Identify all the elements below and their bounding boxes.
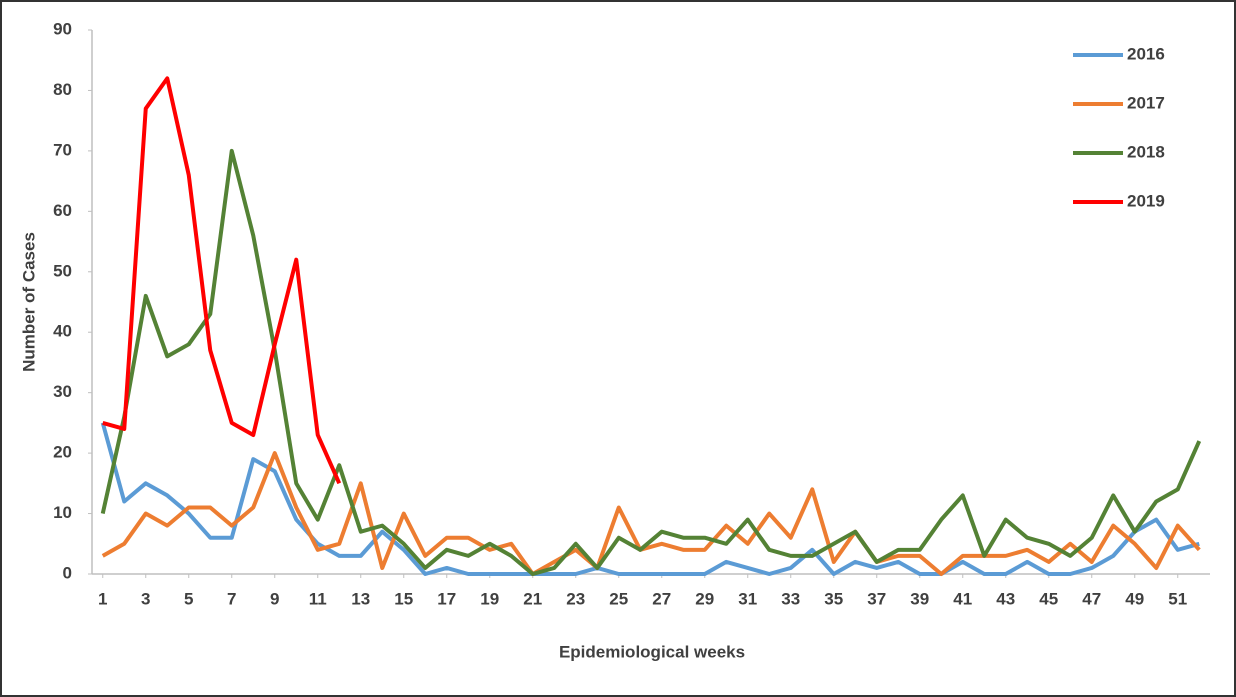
series-line [100, 148, 1202, 576]
legend-label: 2017 [1127, 93, 1165, 112]
x-tick-label: 5 [184, 589, 193, 608]
y-tick-label: 40 [53, 322, 72, 341]
x-tick-label: 23 [566, 589, 585, 608]
x-tick-label: 47 [1082, 589, 1101, 608]
x-tick-label: 13 [351, 589, 370, 608]
x-tick-label: 1 [98, 589, 107, 608]
x-tick-label: 43 [996, 589, 1015, 608]
x-tick-label: 41 [953, 589, 972, 608]
y-tick-label: 10 [53, 503, 72, 522]
x-tick-label: 25 [609, 589, 628, 608]
legend-label: 2016 [1127, 44, 1165, 63]
y-tick-label: 60 [53, 201, 72, 220]
y-tick-label: 0 [63, 563, 72, 582]
x-tick-label: 29 [695, 589, 714, 608]
series-line [102, 76, 342, 485]
x-axis-title: Epidemiological weeks [559, 642, 745, 661]
x-tick-label: 39 [910, 589, 929, 608]
y-tick-label: 20 [53, 443, 72, 462]
series-line [101, 451, 1201, 576]
x-tick-label: 17 [437, 589, 456, 608]
x-tick-label: 51 [1168, 589, 1187, 608]
y-tick-label: 30 [53, 382, 72, 401]
y-tick-label: 90 [53, 19, 72, 38]
x-tick-label: 35 [824, 589, 843, 608]
x-tick-label: 11 [309, 589, 327, 608]
x-tick-label: 15 [394, 589, 413, 608]
x-tick-label: 33 [781, 589, 800, 608]
y-tick-label: 50 [53, 261, 72, 280]
x-tick-label: 7 [227, 589, 236, 608]
y-tick-label: 80 [53, 80, 72, 99]
x-tick-label: 49 [1125, 589, 1144, 608]
series-line [100, 422, 1200, 576]
x-tick-label: 37 [867, 589, 886, 608]
x-tick-label: 31 [738, 589, 757, 608]
y-tick-label: 70 [53, 140, 72, 159]
y-axis-title: Number of Cases [19, 232, 38, 372]
x-tick-label: 9 [270, 589, 279, 608]
x-tick-label: 45 [1039, 589, 1058, 608]
x-tick-label: 27 [652, 589, 671, 608]
x-tick-label: 3 [141, 589, 150, 608]
legend-label: 2019 [1127, 191, 1165, 210]
x-tick-label: 21 [523, 589, 542, 608]
x-tick-label: 19 [480, 589, 499, 608]
legend-label: 2018 [1127, 142, 1165, 161]
